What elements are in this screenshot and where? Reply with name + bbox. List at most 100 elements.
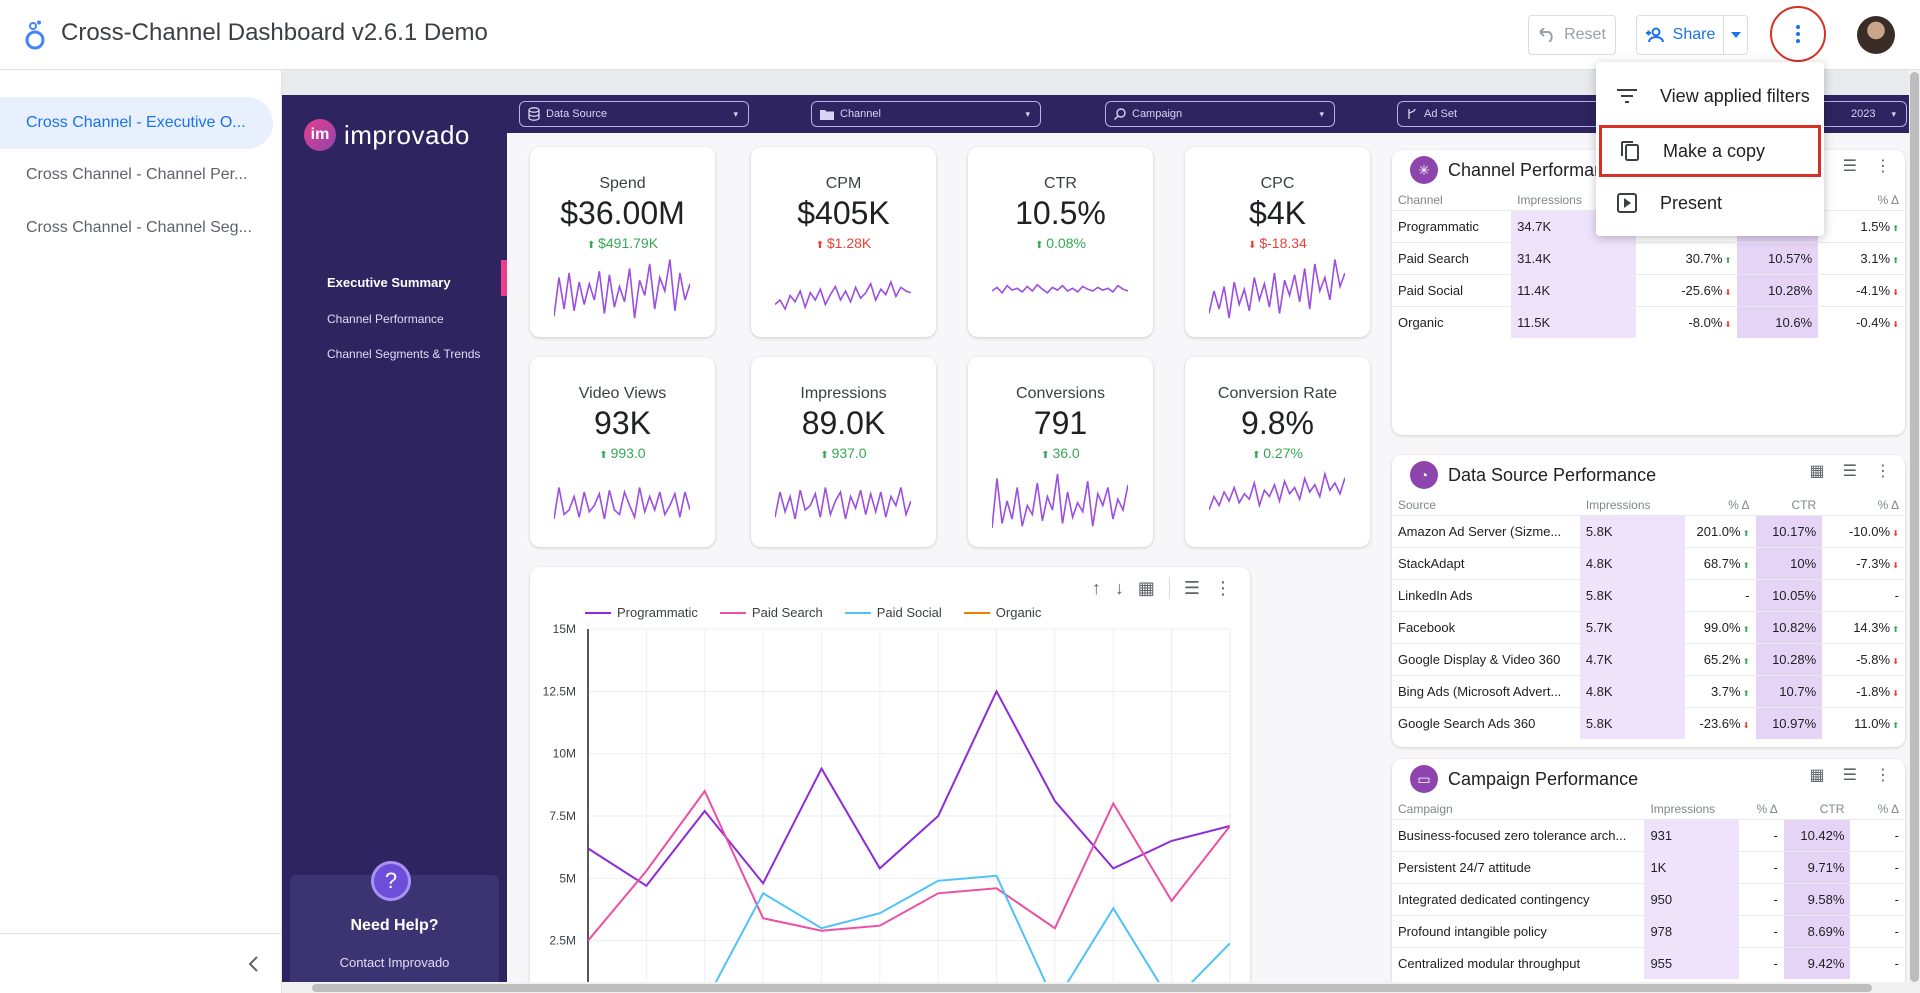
filter-channel[interactable]: Channel ▾ (811, 101, 1041, 127)
table-row[interactable]: StackAdapt 4.8K 68.7% ⬆ 10% -7.3% ⬇ (1392, 546, 1905, 579)
table-cell: 950 (1644, 882, 1740, 915)
cell-value: Centralized modular throughput (1398, 955, 1581, 971)
report-nav-executive-summary[interactable]: Executive Summary (327, 275, 451, 290)
table-row[interactable]: Bing Ads (Microsoft Advert... 4.8K 3.7% ⬆ 1… (1392, 674, 1905, 707)
dropdown-icon: ▾ (1319, 108, 1324, 119)
cell-value: - (1894, 827, 1899, 843)
table-row[interactable]: Business-focused zero tolerance arch... 9… (1392, 818, 1905, 851)
explore-chart-icon[interactable]: ▦ (1809, 463, 1825, 480)
legend-item[interactable]: Organic (963, 605, 1041, 620)
column-header[interactable]: CTR (1819, 801, 1845, 816)
kpi-value: 93K (594, 405, 651, 441)
report-nav-channel-performance[interactable]: Channel Performance (327, 312, 444, 326)
menu-item-view-applied-filters[interactable]: View applied filters (1596, 70, 1824, 122)
cell-value: 4.8K (1585, 683, 1613, 699)
filter-campaign[interactable]: Campaign ▾ (1105, 101, 1335, 127)
column-header[interactable]: CTR (1791, 497, 1817, 512)
menu-item-make-a-copy[interactable]: Make a copy (1599, 125, 1821, 177)
share-dropdown-button[interactable] (1723, 16, 1747, 54)
cell-value: 931 (1650, 827, 1673, 843)
table-row[interactable]: Profound intangible policy 978 - 8.69% - (1392, 914, 1905, 947)
table-row[interactable]: Paid Search 31.4K 30.7% ⬆ 10.57% 3.1% ⬆ (1392, 241, 1905, 274)
horizontal-scrollbar[interactable] (282, 982, 1909, 993)
table-row[interactable]: Google Search Ads 360 5.8K -23.6% ⬇ 10.97% 1… (1392, 706, 1905, 739)
share-button[interactable]: Share (1636, 15, 1748, 55)
vertical-scroll-thumb[interactable] (1910, 72, 1919, 982)
table-cell: 1.5% ⬆ (1818, 209, 1905, 242)
table-row[interactable]: Paid Social 11.4K -25.6% ⬇ 10.28% -4.1% ⬇ (1392, 273, 1905, 306)
column-header[interactable]: Source (1398, 497, 1437, 512)
column-header[interactable]: % Δ (1728, 497, 1750, 512)
cell-value: 10.82% (1772, 619, 1817, 635)
series-line-paid-social[interactable] (588, 874, 1230, 985)
column-header[interactable]: Impressions (1650, 801, 1716, 816)
legend-item[interactable]: Programmatic (585, 605, 698, 620)
help-icon[interactable]: ? (371, 861, 411, 901)
cell-value: Programmatic (1398, 218, 1479, 234)
cell-value: 11.5K (1517, 314, 1551, 330)
table-row[interactable]: Centralized modular throughput 955 - 9.42% - (1392, 946, 1905, 979)
column-header[interactable]: Impressions (1517, 192, 1582, 207)
filter-data-source[interactable]: Data Source ▾ (519, 101, 749, 127)
avatar[interactable] (1857, 16, 1895, 54)
column-header[interactable]: Campaign (1398, 801, 1453, 816)
explore-chart-icon[interactable]: ▦ (1137, 577, 1155, 598)
more-vert-icon[interactable]: ⋮ (1875, 767, 1891, 784)
reset-button[interactable]: Reset (1528, 15, 1616, 55)
legend-label: Programmatic (617, 605, 698, 620)
undo-icon (1539, 28, 1553, 42)
table-row[interactable]: Facebook 5.7K 99.0% ⬆ 10.82% 14.3% ⬆ (1392, 610, 1905, 643)
page-item-channel-segments[interactable]: Cross Channel - Channel Seg... (26, 219, 252, 236)
table-row[interactable]: Persistent 24/7 attitude 1K - 9.71% - (1392, 850, 1905, 883)
legend-item[interactable]: Paid Search (719, 605, 823, 620)
cell-value: -25.6% (1681, 282, 1723, 298)
table-row[interactable]: Integrated dedicated contingency 950 - 9.58… (1392, 882, 1905, 915)
table-row[interactable]: LinkedIn Ads 5.8K - 10.05% - (1392, 578, 1905, 611)
column-header[interactable]: % Δ (1877, 192, 1899, 207)
column-header[interactable]: % Δ (1756, 801, 1778, 816)
more-vert-icon[interactable]: ⋮ (1875, 463, 1891, 480)
explore-chart-icon[interactable]: ▦ (1809, 767, 1825, 784)
column-header[interactable]: % Δ (1877, 801, 1899, 816)
more-options-button[interactable] (1770, 6, 1826, 62)
filter-list-icon[interactable]: ☰ (1842, 463, 1857, 480)
table-cell: - (1850, 882, 1905, 915)
legend-label: Paid Social (876, 605, 942, 620)
series-line-programmatic[interactable] (588, 689, 1230, 888)
series-line-paid-search[interactable] (588, 789, 1230, 942)
table-row[interactable]: Amazon Ad Server (Sizme... 5.8K 201.0% ⬆ 10… (1392, 514, 1905, 547)
legend-item[interactable]: Paid Social (844, 605, 942, 620)
column-header[interactable]: Channel (1398, 192, 1443, 207)
filter-list-icon[interactable]: ☰ (1842, 158, 1857, 175)
table-row[interactable]: Google Display & Video 360 4.7K 65.2% ⬆ 10.… (1392, 642, 1905, 675)
pie-icon: ◔ (1410, 461, 1438, 489)
filter-list-icon[interactable]: ☰ (1183, 577, 1200, 598)
cell-value: 978 (1650, 923, 1673, 939)
vertical-scrollbar[interactable] (1909, 70, 1920, 993)
more-vert-icon[interactable]: ⋮ (1875, 158, 1891, 175)
campaign-performance-card: ▭ Campaign Performance ▦ ☰ ⋮ Campaign Imp… (1392, 759, 1905, 985)
cell-value: 4.7K (1585, 651, 1613, 667)
contact-link[interactable]: Contact Improvado (339, 955, 450, 970)
report-nav-channel-segments[interactable]: Channel Segments & Trends (327, 347, 481, 361)
more-vert-icon[interactable]: ⋮ (1214, 577, 1232, 598)
filter-list-icon[interactable]: ☰ (1842, 767, 1857, 784)
table-row[interactable]: Organic 11.5K -8.0% ⬇ 10.6% -0.4% ⬇ (1392, 305, 1905, 338)
report-nav-active-indicator (501, 260, 507, 296)
filter-ad-set[interactable]: Ad Set ▾ (1397, 101, 1627, 127)
kpi-delta-value: 993.0 (610, 445, 646, 461)
horizontal-scroll-thumb[interactable] (312, 984, 1872, 992)
kpi-delta: ⬆ 993.0 (530, 445, 715, 461)
page-item-channel-performance[interactable]: Cross Channel - Channel Per... (26, 166, 248, 183)
menu-item-present[interactable]: Present (1596, 177, 1824, 229)
kpi-value: $4K (1249, 195, 1306, 231)
column-header[interactable]: Impressions (1585, 497, 1651, 512)
page-item-executive[interactable]: Cross Channel - Executive O... (0, 97, 273, 149)
chevron-left-icon[interactable] (244, 954, 264, 974)
table-cell: Paid Search (1392, 241, 1512, 274)
sort-descending-icon[interactable]: ↓ (1114, 577, 1124, 598)
sort-ascending-icon[interactable]: ↑ (1091, 577, 1101, 598)
column-header[interactable]: % Δ (1877, 497, 1899, 512)
sparkline-series (775, 279, 911, 311)
share-main[interactable]: Share (1637, 16, 1723, 54)
